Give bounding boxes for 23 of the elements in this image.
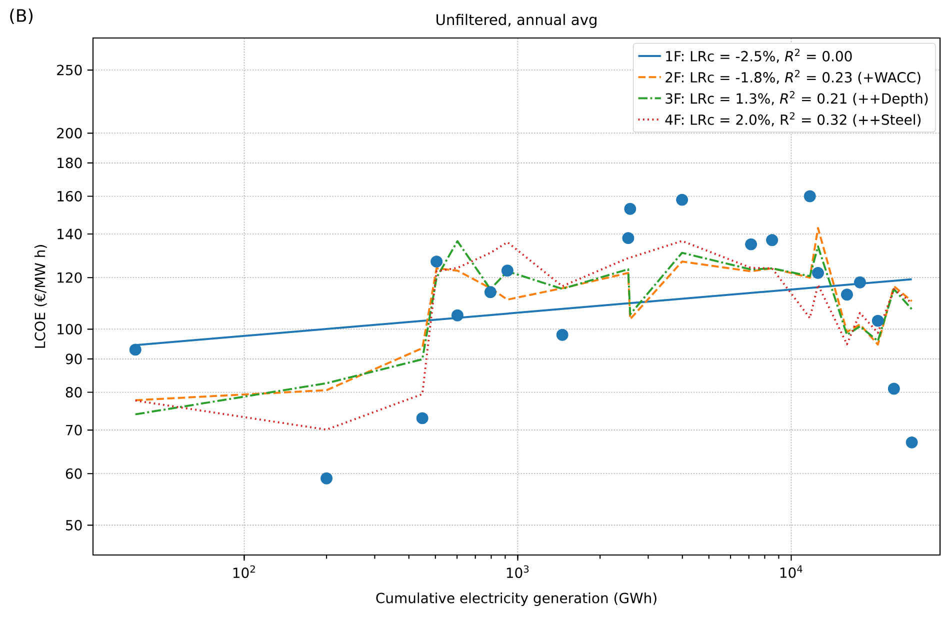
y-tick-label: 50	[66, 520, 82, 530]
text: (B)	[10, 8, 33, 24]
x-tick-label: 10$^{4}$	[780, 565, 802, 578]
legend-label: 1F: LRc = -2.5%, R$^{2}$ = 0.00	[666, 48, 852, 63]
legend-label: 4F: LRc = 2.0%, R$^{2}$ = 0.32 (++Steel)	[665, 112, 921, 127]
y-tick-label: 250	[57, 64, 82, 76]
y-tick-label: 100	[58, 324, 82, 334]
x-tick-label: 10$^{3}$	[506, 565, 529, 578]
x-axis-title: Cumulative electricity generation (GWh)	[376, 592, 656, 606]
y-tick-label: 140	[58, 228, 82, 240]
y-tick-label: 70	[66, 424, 82, 436]
y-axis-title: LCOE (€/MW h)	[34, 245, 47, 348]
x-tick-label: 10$^{2}$	[233, 565, 255, 578]
y-tick-label: 80	[66, 386, 82, 398]
legend-label: 3F: LRc = 1.3%, R$^{2}$ = 0.21 (++Depth)	[666, 91, 928, 106]
y-tick-label: 60	[66, 468, 82, 479]
chart-title: Unfiltered, annual avg	[436, 14, 596, 28]
y-tick-label: 90	[66, 354, 82, 364]
y-tick-label: 200	[57, 128, 82, 138]
y-tick-label: 160	[58, 190, 82, 202]
y-tick-label: 180	[58, 158, 82, 168]
y-tick-label: 120	[58, 272, 82, 283]
legend-label: 2F: LRc = -1.8%, R$^{2}$ = 0.23 (+WACC)	[666, 70, 920, 84]
